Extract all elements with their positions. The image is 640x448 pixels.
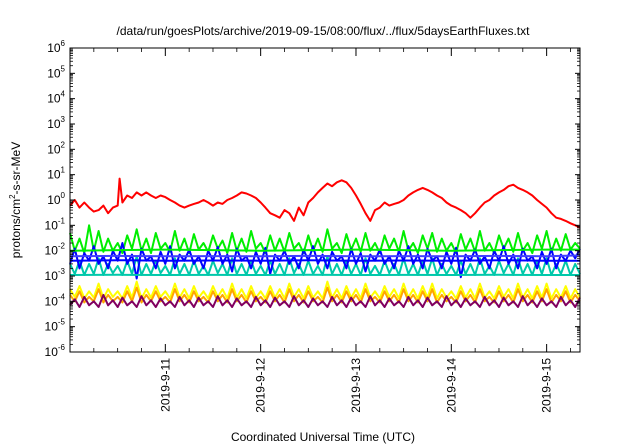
y-axis-label-sup: 2 — [8, 194, 17, 199]
plot-area — [69, 177, 581, 308]
y-tick-label: 103 — [47, 115, 65, 131]
y-tick-label: 106 — [47, 39, 65, 55]
y-tick-label: 10-3 — [45, 267, 66, 283]
y-tick-label: 10-1 — [45, 216, 66, 232]
y-axis-label-prefix: protons/cm — [9, 199, 23, 258]
plot-frame — [69, 47, 581, 353]
y-tick-label: 10-4 — [45, 292, 66, 308]
x-tick-label: 2019-9-15 — [540, 358, 554, 413]
y-axis-label-suffix: -s-sr-MeV — [9, 142, 23, 195]
y-tick-label: 100 — [47, 191, 65, 207]
x-axis: 2019-9-11 2019-9-12 2019-9-13 2019-9-14 2019… — [93, 48, 571, 413]
y-tick-label: 10-5 — [45, 318, 66, 334]
x-tick-label: 2019-9-12 — [254, 358, 268, 413]
x-tick-label: 2019-9-11 — [158, 358, 172, 412]
y-tick-label: 104 — [47, 90, 65, 106]
y-tick-label: 105 — [47, 64, 65, 80]
x-tick-label: 2019-9-14 — [444, 358, 458, 413]
x-tick-label: 2019-9-13 — [349, 358, 363, 413]
series-line-9 — [69, 259, 580, 262]
series-line-1 — [69, 177, 581, 229]
x-axis-label: Coordinated Universal Time (UTC) — [231, 430, 415, 444]
series-line-4 — [69, 242, 581, 280]
y-axis-label: protons/cm2-s-sr-MeV — [8, 142, 23, 258]
series-line-7 — [69, 293, 581, 308]
series-line-10 — [69, 254, 581, 258]
y-tick-label: 10-6 — [45, 343, 66, 359]
y-tick-label: 101 — [47, 166, 65, 182]
y-tick-label: 10-2 — [45, 242, 66, 258]
y-tick-label: 102 — [47, 140, 65, 156]
series-line-3 — [69, 255, 581, 276]
series-line-8 — [69, 248, 580, 252]
chart-title: /data/run/goesPlots/archive/2019-09-15/0… — [117, 24, 531, 38]
y-axis: 10-6 10-5 10-4 10-3 10-2 10-1 100 101 102 103 104 1… — [45, 39, 580, 359]
series-line-5 — [69, 280, 581, 300]
